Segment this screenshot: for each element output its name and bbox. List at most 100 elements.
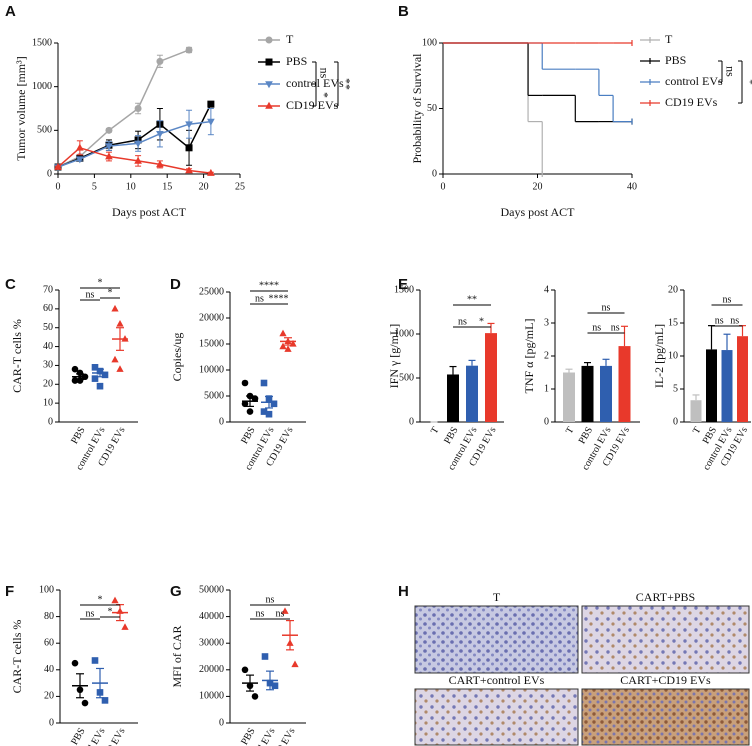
panel-letter: G [170,583,182,600]
legend-label: control EVs [286,76,344,90]
y-tick-label: 4 [544,284,549,295]
marker [185,144,193,152]
y-tick-label: 20000 [199,664,224,675]
marker [251,395,259,402]
y-tick-label: 30000 [199,637,224,648]
significance-label: **** [269,293,289,304]
x-tick-label: 25 [235,181,245,192]
x-tick-label: 10 [126,181,136,192]
y-tick-label: 25000 [199,286,224,297]
x-tick-label: T [691,425,704,436]
y-tick-label: 10000 [199,691,224,702]
y-tick-label: 20 [44,691,54,702]
y-axis-label: TNF α [pg/mL] [522,319,536,394]
significance-label: ns [602,302,611,313]
y-tick-label: 20000 [199,312,224,323]
legend-marker [265,101,273,109]
legend-label: control EVs [665,74,723,88]
y-tick-label: 0 [49,717,54,728]
y-tick-label: 1000 [32,81,52,92]
marker [121,623,129,630]
marker [54,162,62,170]
x-tick-label: 15 [162,181,172,192]
bar [563,372,575,422]
significance-label: ns [730,315,739,326]
y-tick-label: 0 [544,416,549,427]
marker [101,371,109,379]
bar [618,346,631,422]
y-axis-label: Tumor volume [mm³] [14,56,28,161]
significance-label: ns [592,322,601,333]
histology-image [581,688,750,746]
marker [279,329,287,337]
legend-marker [265,81,273,89]
y-tick-label: 50000 [199,584,224,595]
x-tick-label: PBS [69,726,87,746]
marker [246,408,254,415]
marker [156,57,164,65]
legend-label: PBS [286,54,307,68]
bar [600,365,612,422]
y-tick-label: 15000 [199,338,224,349]
series-line [57,49,190,168]
legend-label: PBS [665,53,686,67]
marker [134,156,142,164]
y-tick-label: 100 [422,37,437,48]
legend-marker [265,36,273,44]
y-tick-label: 40 [44,664,54,675]
histology-image [414,688,579,746]
x-tick-label: 20 [199,181,209,192]
legend-label: T [286,32,294,46]
marker [91,364,99,371]
x-tick-label: T [564,425,577,436]
y-axis-label: CAR-T cells % [10,620,24,694]
y-tick-label: 0 [219,416,224,427]
marker [265,410,273,418]
marker [134,105,142,112]
y-tick-label: 60 [44,637,54,648]
image-label: CART+control EVs [449,673,545,687]
y-tick-label: 30 [43,360,53,371]
marker [207,100,215,108]
x-tick-label: PBS [442,425,460,446]
x-tick-label: 40 [627,181,637,192]
marker [76,377,84,384]
marker [91,375,99,382]
significance-label: * [108,287,113,298]
y-axis-label: IL-2 [pg/mL] [652,324,666,388]
marker [101,697,109,704]
y-tick-label: 50 [427,103,437,114]
y-tick-label: 100 [39,584,54,595]
y-axis-label: Probability of Survival [410,53,424,164]
marker [75,156,84,164]
significance-label: ** [339,78,353,90]
panel-letter: E [398,276,408,293]
bar [485,333,497,422]
y-axis-label: IFN γ [g/mL] [387,324,401,389]
significance-label: * [479,316,484,327]
y-tick-label: 1000 [394,328,414,339]
significance-label: * [98,277,103,288]
marker [251,693,259,700]
marker [270,400,278,408]
y-tick-label: 0 [432,168,437,179]
significance-label: ns [266,594,275,605]
marker [75,143,84,151]
bar [706,349,717,422]
significance-label: ns [255,293,264,304]
marker [281,607,289,614]
significance-label: ns [723,66,737,77]
y-tick-label: 1500 [394,284,414,295]
marker [284,345,292,352]
bar [581,365,594,422]
y-tick-label: 80 [44,611,54,622]
marker [241,400,249,408]
significance-label: ns [611,322,620,333]
x-tick-label: T [429,425,442,436]
significance-label: ns [458,316,467,327]
x-tick-label: PBS [69,425,87,446]
y-tick-label: 15 [668,317,678,328]
marker [76,369,84,377]
legend-label: T [665,32,673,46]
